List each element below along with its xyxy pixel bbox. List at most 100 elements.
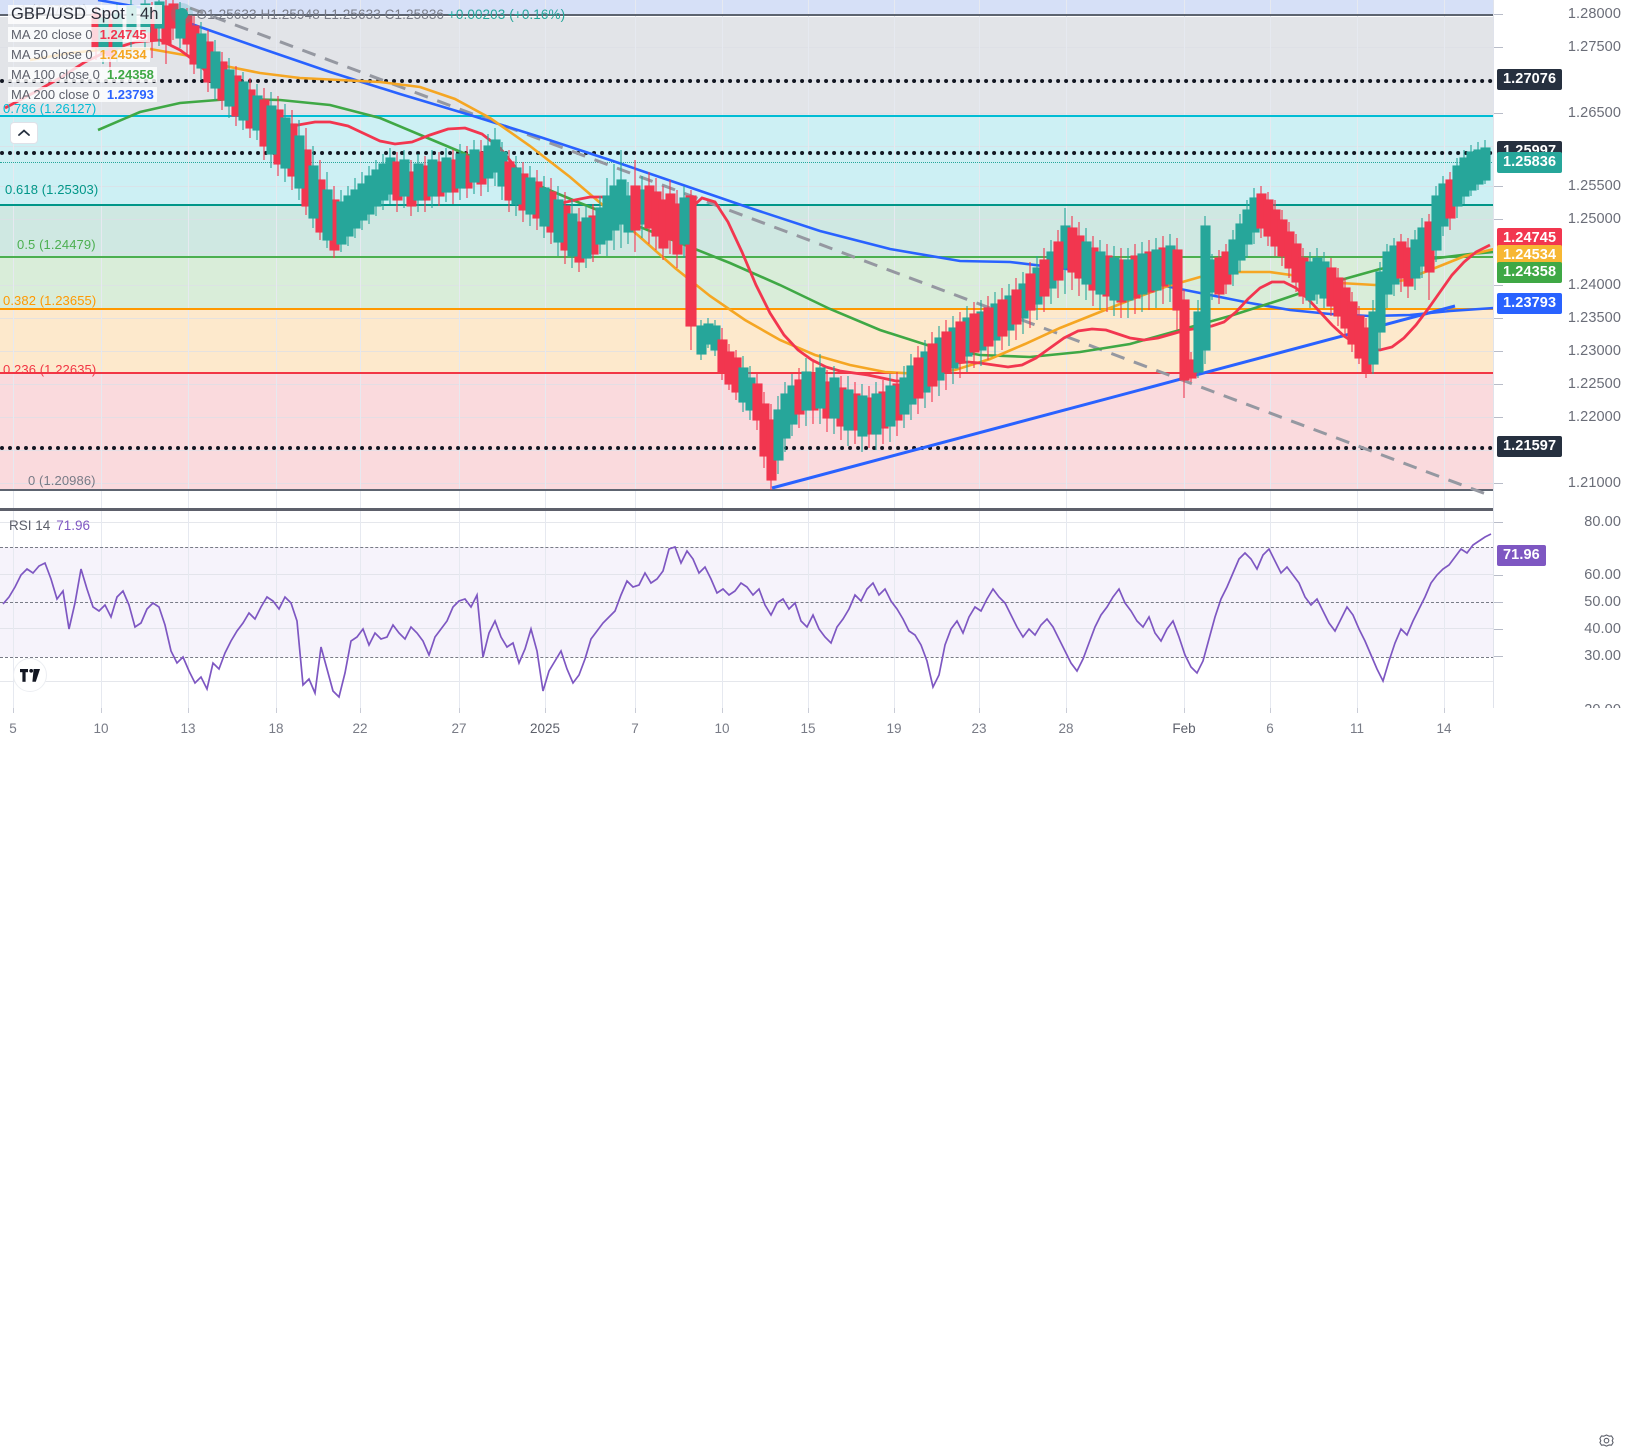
fib-band-above-1: [0, 0, 1494, 14]
ma-50-name: MA 50 close 0: [11, 46, 93, 62]
ma-200-value: 1.23793: [106, 86, 154, 102]
gridline-v: [1066, 511, 1067, 708]
tick-dash: [1494, 629, 1503, 630]
price-pane[interactable]: 1 (1.27971) 0.786 (1.26127) 0.618 (1.253…: [0, 0, 1494, 508]
time-label: 23: [971, 721, 987, 736]
price-label-ma200[interactable]: 1.23793: [1497, 293, 1563, 314]
price-scale[interactable]: 1.28000 1.27500 1.26500 1.25500 1.25000 …: [1494, 0, 1629, 718]
ma-200-line: [97, 0, 1494, 318]
marker-dotted-125997: [0, 151, 1494, 155]
gridline-v: [459, 511, 460, 708]
gridline-h: [0, 146, 1494, 147]
tick-dash: [1494, 522, 1503, 523]
gridline-v: [188, 0, 189, 508]
gridline-v: [1444, 511, 1445, 708]
fib-label-0236: 0.236 (1.22635): [3, 362, 97, 377]
time-tick-mark: [13, 708, 14, 713]
time-axis[interactable]: 5 10 13 18 22 27 2025 7 10 15 19 23 28 F…: [0, 708, 1629, 1447]
gridline-h: [0, 483, 1494, 484]
status-dot-icon: [175, 8, 188, 20]
tradingview-logo-icon: [20, 668, 40, 682]
time-tick-mark: [1184, 708, 1185, 713]
gridline-v: [894, 0, 895, 508]
gridline-v: [1270, 0, 1271, 508]
ohlc-c-label: C: [384, 6, 395, 22]
price-label-ma20[interactable]: 1.24745: [1497, 228, 1563, 249]
tick-dash: [1494, 483, 1503, 484]
tick-dash: [1494, 285, 1503, 286]
time-label-month: Feb: [1172, 721, 1196, 736]
time-tick-mark: [276, 708, 277, 713]
fib-label-0382: 0.382 (1.23655): [3, 293, 97, 308]
price-tick: 1.21000: [1567, 475, 1621, 491]
gridline-v: [894, 511, 895, 708]
gridline-v: [1184, 511, 1185, 708]
gridline-v: [635, 511, 636, 708]
pane-divider[interactable]: [0, 508, 1494, 511]
legend-ma-200[interactable]: MA 200 close 0 1.23793: [8, 84, 565, 104]
gridline-v: [808, 511, 809, 708]
fib-line-0618: [0, 204, 1494, 206]
time-label: 19: [886, 721, 902, 736]
fib-line-0786: [0, 115, 1494, 117]
tick-dash: [1494, 47, 1503, 48]
gridline-v: [13, 511, 14, 708]
ma-20-name: MA 20 close 0: [11, 26, 93, 42]
gridline-v: [101, 0, 102, 508]
gear-icon: [1599, 1434, 1614, 1447]
time-tick-mark: [101, 708, 102, 713]
time-label-year: 2025: [529, 721, 561, 736]
chevron-up-icon: [18, 129, 30, 136]
rsi-legend[interactable]: RSI 14 71.96: [9, 518, 90, 533]
tick-dash: [1494, 417, 1503, 418]
candlestick-series: [91, 0, 1491, 490]
gridline-v: [722, 511, 723, 708]
price-tick: 1.23500: [1567, 310, 1621, 326]
chart-settings-button[interactable]: [1598, 1434, 1615, 1451]
gridline-h: [0, 681, 1494, 682]
fib-label-05: 0.5 (1.24479): [17, 237, 96, 252]
price-label-last[interactable]: 1.25836: [1497, 152, 1563, 173]
rsi-tick: 60.00: [1584, 567, 1621, 583]
ma-100-value: 1.24358: [106, 66, 154, 82]
fib-line-0382: [0, 308, 1494, 310]
gridline-h: [0, 628, 1494, 629]
rsi-tick: 30.00: [1584, 648, 1621, 664]
tick-dash: [1494, 575, 1503, 576]
time-tick-mark: [808, 708, 809, 713]
fib-label-0786: 0.786 (1.26127): [3, 101, 97, 116]
rsi-value-badge[interactable]: 71.96: [1497, 545, 1546, 566]
tradingview-logo[interactable]: [13, 658, 47, 692]
legend-ma-50[interactable]: MA 50 close 0 1.24534: [8, 44, 565, 64]
legend-ma-20[interactable]: MA 20 close 0 1.24745: [8, 24, 565, 44]
marker-close-price-line: [0, 162, 1494, 163]
gridline-h: [0, 450, 1494, 451]
gridline-v: [360, 0, 361, 508]
time-label: 15: [800, 721, 816, 736]
time-tick-mark: [722, 708, 723, 713]
ma-20-line: [4, 38, 1491, 383]
rsi-pane[interactable]: RSI 14 71.96: [0, 511, 1494, 708]
time-tick-mark: [1066, 708, 1067, 713]
gridline-v: [808, 0, 809, 508]
tick-dash: [1494, 384, 1503, 385]
time-label: 7: [631, 721, 639, 736]
gridline-v: [276, 511, 277, 708]
time-tick-mark: [459, 708, 460, 713]
time-label: 6: [1266, 721, 1274, 736]
ohlc-values: O1.25633 H1.25948 L1.25633 C1.25836 +0.0…: [197, 7, 566, 22]
gridline-v: [1357, 511, 1358, 708]
price-label-121597[interactable]: 1.21597: [1497, 436, 1563, 457]
collapse-pane-button[interactable]: [10, 122, 38, 144]
ma-200-name: MA 200 close 0: [11, 86, 100, 102]
legend-title-row[interactable]: GBP/USD Spot · 4h O1.25633 H1.25948 L1.2…: [8, 4, 565, 24]
price-label-ma50[interactable]: 1.24534: [1497, 245, 1563, 266]
legend-ma-100[interactable]: MA 100 close 0 1.24358: [8, 64, 565, 84]
time-label: 5: [9, 721, 17, 736]
gridline-h: [0, 417, 1494, 418]
trendline-ascending-support: [771, 304, 1456, 490]
price-label-127076[interactable]: 1.27076: [1497, 69, 1563, 90]
time-tick-mark: [635, 708, 636, 713]
price-label-ma100[interactable]: 1.24358: [1497, 262, 1563, 283]
tick-dash: [1494, 14, 1503, 15]
